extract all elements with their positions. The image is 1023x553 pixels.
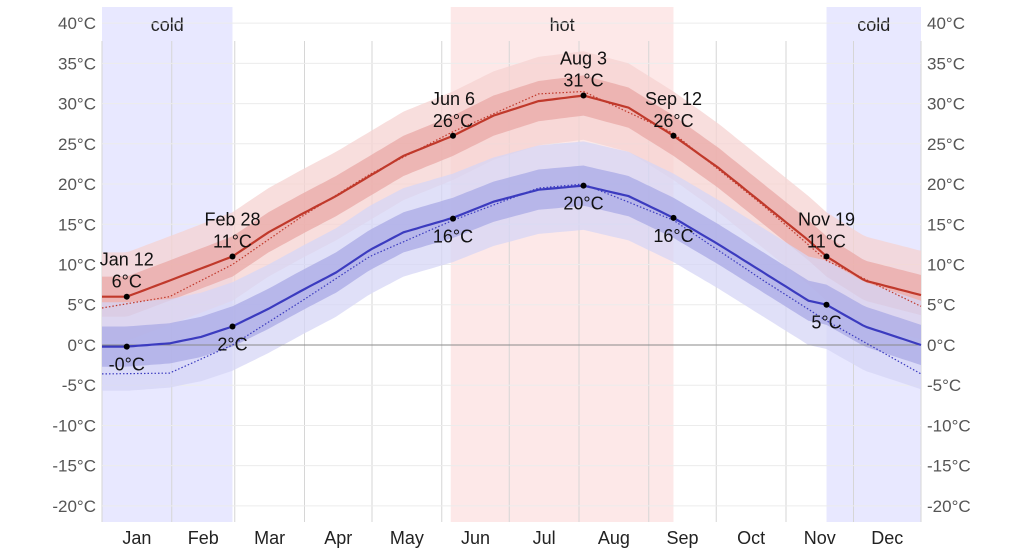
annotation-value: 5°C	[811, 313, 841, 333]
y-tick-label-right: 15°C	[927, 215, 965, 234]
month-label: Sep	[666, 528, 698, 548]
annotation-point	[229, 323, 236, 330]
x-axis: Jan Feb Mar Apr May Jun Jul Aug Sep Oct Nov Dec	[122, 528, 903, 548]
annotation-value: 26°C	[653, 111, 693, 131]
y-axis-right: -20°C -15°C -10°C -5°C 0°C 5°C 10°C 15°C 20°C 25°…	[927, 14, 971, 516]
annotation-value: 20°C	[563, 194, 603, 214]
month-label: Dec	[871, 528, 903, 548]
y-tick-label-right: 25°C	[927, 135, 965, 154]
y-tick-label-right: 10°C	[927, 256, 965, 275]
month-label: Feb	[188, 528, 219, 548]
annotation-value: 6°C	[112, 272, 142, 292]
annotation-point	[823, 253, 830, 260]
y-tick-label-right: 40°C	[927, 14, 965, 33]
y-tick-label-left: 5°C	[67, 296, 96, 315]
y-tick-label-right: -10°C	[927, 416, 971, 435]
annotation-date: Nov 19	[798, 209, 855, 229]
y-tick-label-right: -5°C	[927, 376, 961, 395]
y-axis-left: -20°C -15°C -10°C -5°C 0°C 5°C 10°C 15°C 20°C 25°…	[52, 14, 96, 516]
y-tick-label-right: 5°C	[927, 296, 956, 315]
month-label: Oct	[737, 528, 765, 548]
y-tick-label-left: -20°C	[52, 497, 96, 516]
season-label-cold: cold	[857, 15, 890, 35]
month-label: Jun	[461, 528, 490, 548]
high-inner-band	[102, 75, 921, 317]
low-line	[102, 184, 922, 348]
y-tick-label-left: 25°C	[58, 135, 96, 154]
y-tick-label-left: 15°C	[58, 215, 96, 234]
low-inner-band	[102, 165, 921, 367]
y-tick-label-right: -20°C	[927, 497, 971, 516]
annotation-date: Feb 28	[204, 209, 260, 229]
high-line	[102, 94, 922, 298]
y-tick-label-left: 20°C	[58, 175, 96, 194]
month-label: Jul	[533, 528, 556, 548]
annotation-point	[123, 293, 130, 300]
temperature-bands	[102, 51, 921, 391]
annotation-point	[823, 301, 830, 308]
annotation-value: 11°C	[807, 231, 846, 251]
y-tick-label-left: -5°C	[62, 376, 96, 395]
y-tick-label-left: 30°C	[58, 95, 96, 114]
season-label-hot: hot	[550, 15, 575, 35]
y-tick-label-left: -10°C	[52, 416, 96, 435]
annotation-value: 31°C	[563, 71, 603, 91]
month-label: Jan	[122, 528, 151, 548]
annotation-point	[580, 92, 587, 99]
annotation-date: Sep 12	[645, 89, 702, 109]
annotation-value: 16°C	[433, 227, 473, 247]
month-label: Apr	[324, 528, 352, 548]
y-tick-label-left: 10°C	[58, 256, 96, 275]
annotation-point	[580, 182, 587, 189]
annotation-point	[450, 132, 456, 139]
season-label-cold: cold	[151, 15, 184, 35]
low-dotted-line	[102, 183, 922, 375]
y-tick-label-left: -15°C	[52, 457, 96, 476]
temperature-lines	[101, 90, 922, 375]
annotation-point	[450, 215, 456, 222]
annotation-point	[123, 343, 130, 350]
y-tick-label-right: 35°C	[927, 54, 965, 73]
y-tick-label-right: 20°C	[927, 175, 965, 194]
annotation-date: Jan 12	[100, 250, 154, 270]
annotation-point	[670, 132, 677, 139]
annotation-value: 2°C	[217, 334, 247, 354]
high-dotted-line	[101, 90, 922, 309]
month-label: Nov	[804, 528, 836, 548]
y-tick-label-right: 0°C	[927, 336, 956, 355]
annotation-date: Jun 6	[431, 89, 475, 109]
y-tick-label-left: 0°C	[67, 336, 96, 355]
annotation-date: Aug 3	[560, 49, 607, 69]
annotation-point	[670, 214, 677, 221]
annotation-value: 11°C	[213, 231, 252, 251]
y-tick-label-right: -15°C	[927, 457, 971, 476]
high-outer-band	[102, 51, 921, 341]
y-tick-label-right: 30°C	[927, 95, 965, 114]
month-label: Aug	[598, 528, 630, 548]
annotation-point	[229, 253, 236, 260]
annotation-value: 16°C	[653, 226, 693, 246]
annotation-value: -0°C	[109, 355, 145, 375]
annotation-value: 26°C	[433, 111, 473, 131]
month-label: Mar	[254, 528, 285, 548]
y-tick-label-left: 40°C	[58, 14, 96, 33]
y-tick-label-left: 35°C	[58, 54, 96, 73]
month-label: May	[390, 528, 424, 548]
low-outer-band	[102, 141, 921, 391]
